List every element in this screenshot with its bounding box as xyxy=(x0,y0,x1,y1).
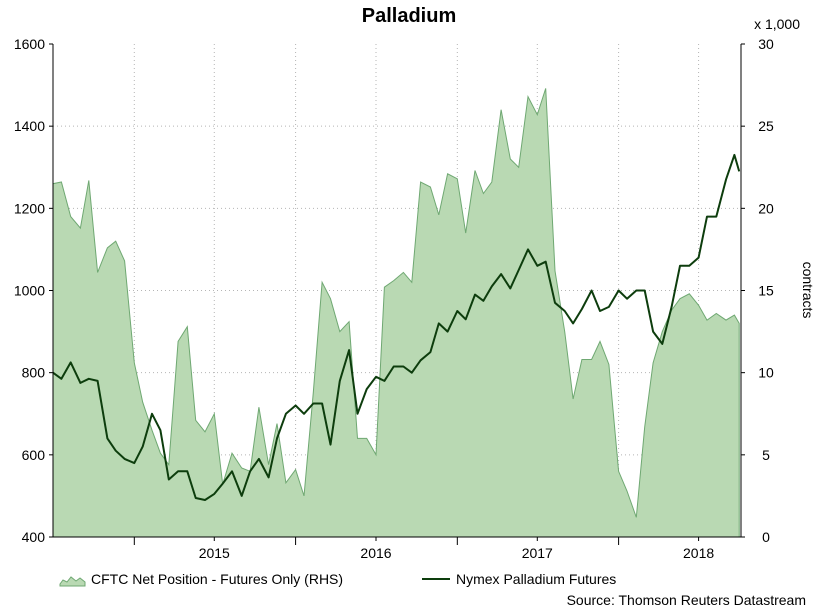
axes: 400 600 800 1000 1200 1400 1600 0 5 10 15 20 25 30 201… xyxy=(14,36,774,561)
y-right-tick-label: 20 xyxy=(758,200,774,216)
line-nymex-palladium xyxy=(52,153,741,501)
source-note: Source: Thomson Reuters Datastream xyxy=(567,592,806,608)
y-left-tick-label: 1000 xyxy=(14,283,45,299)
right-axis-label: contracts xyxy=(800,262,816,319)
right-axis-multiplier: x 1,000 xyxy=(754,16,800,32)
y-right-tick-label: 30 xyxy=(758,36,774,52)
legend-label-nymex: Nymex Palladium Futures xyxy=(456,571,616,587)
legend-area-swatch xyxy=(59,576,86,587)
cftc-area-series xyxy=(52,88,740,538)
y-left-tick-label: 1600 xyxy=(14,36,45,52)
x-tick-label: 2017 xyxy=(522,545,553,561)
y-left-tick-label: 1400 xyxy=(14,118,45,134)
y-right-tick-label: 25 xyxy=(758,118,774,134)
x-tick-label: 2018 xyxy=(683,545,714,561)
palladium-line-series xyxy=(52,153,741,501)
legend: CFTC Net Position - Futures Only (RHS) N… xyxy=(59,571,616,587)
y-left-tick-label: 400 xyxy=(22,529,46,545)
y-left-tick-label: 800 xyxy=(22,365,46,381)
x-tick-label: 2016 xyxy=(360,545,391,561)
area-cftc-net-position xyxy=(52,88,740,538)
y-right-tick-label: 5 xyxy=(762,447,770,463)
legend-label-cftc: CFTC Net Position - Futures Only (RHS) xyxy=(91,571,343,587)
y-left-tick-label: 600 xyxy=(22,447,46,463)
y-right-tick-label: 15 xyxy=(758,283,774,299)
y-right-tick-label: 10 xyxy=(758,365,774,381)
y-left-tick-label: 1200 xyxy=(14,200,45,216)
x-tick-label: 2015 xyxy=(199,545,230,561)
y-right-tick-label: 0 xyxy=(762,529,770,545)
chart-title: Palladium xyxy=(362,5,456,27)
